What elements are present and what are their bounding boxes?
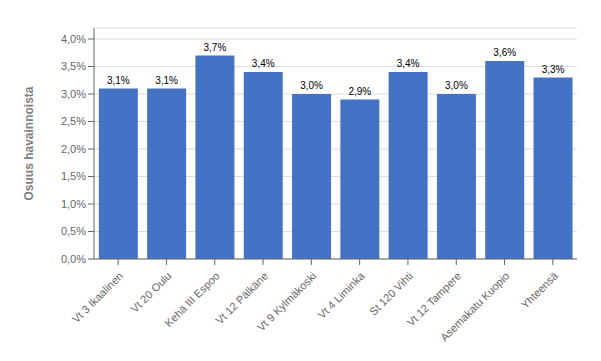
- svg-text:Asemakatu Kuopio: Asemakatu Kuopio: [438, 270, 512, 344]
- svg-text:3,4%: 3,4%: [252, 58, 275, 69]
- svg-text:2,9%: 2,9%: [348, 86, 371, 97]
- svg-text:3,0%: 3,0%: [445, 80, 468, 91]
- svg-text:4,0%: 4,0%: [61, 33, 86, 45]
- svg-text:0,5%: 0,5%: [61, 225, 86, 237]
- svg-text:St 120 Vihti: St 120 Vihti: [367, 270, 415, 318]
- svg-text:3,3%: 3,3%: [542, 64, 565, 75]
- svg-text:3,1%: 3,1%: [155, 75, 178, 86]
- svg-text:2,0%: 2,0%: [61, 143, 86, 155]
- svg-text:1,5%: 1,5%: [61, 170, 86, 182]
- svg-text:3,6%: 3,6%: [493, 47, 516, 58]
- svg-text:3,1%: 3,1%: [107, 75, 130, 86]
- svg-text:3,4%: 3,4%: [397, 58, 420, 69]
- svg-text:Vt 9 Kylmäkoski: Vt 9 Kylmäkoski: [255, 270, 319, 334]
- svg-text:Vt 12 Tampere: Vt 12 Tampere: [404, 269, 464, 329]
- svg-text:Vt 4 Liminka: Vt 4 Liminka: [315, 269, 367, 321]
- svg-text:2,5%: 2,5%: [61, 115, 86, 127]
- svg-text:Vt 12 Pälkäne: Vt 12 Pälkäne: [213, 269, 271, 327]
- svg-text:0,0%: 0,0%: [61, 253, 86, 265]
- svg-text:3,0%: 3,0%: [61, 88, 86, 100]
- svg-text:3,5%: 3,5%: [61, 60, 86, 72]
- svg-text:Vt 20 Oulu: Vt 20 Oulu: [128, 270, 173, 315]
- svg-text:Kehä III Espoo: Kehä III Espoo: [162, 270, 222, 330]
- svg-text:3,7%: 3,7%: [204, 42, 227, 53]
- svg-text:Yhteensä: Yhteensä: [519, 269, 561, 311]
- svg-text:Vt 3 Ikaalinen: Vt 3 Ikaalinen: [70, 270, 126, 326]
- svg-text:Osuus havainnoista: Osuus havainnoista: [22, 86, 36, 200]
- svg-text:3,0%: 3,0%: [300, 80, 323, 91]
- svg-text:1,0%: 1,0%: [61, 198, 86, 210]
